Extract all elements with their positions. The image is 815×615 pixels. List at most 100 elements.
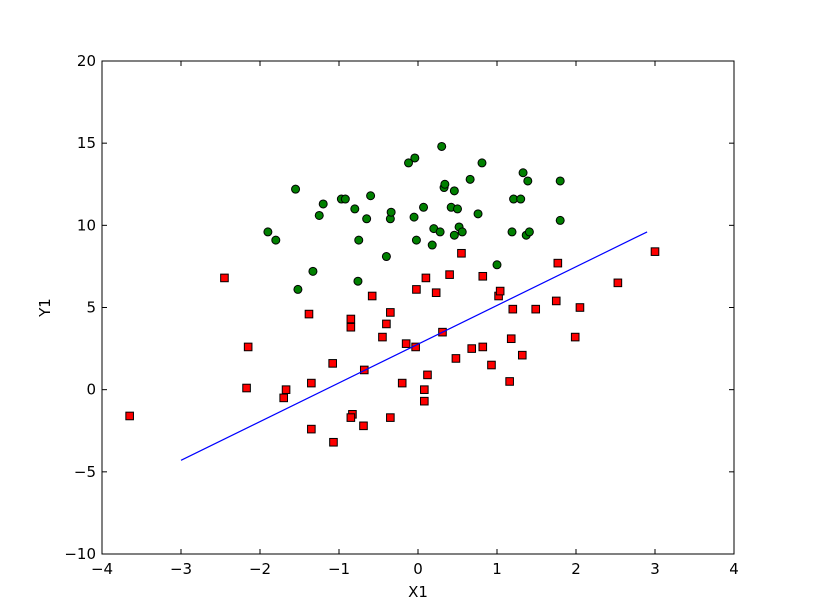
data-point-square (423, 370, 432, 380)
data-point-square (575, 303, 585, 312)
regression-line (180, 231, 648, 461)
y-tick-label: −10 (64, 545, 96, 563)
data-point-square (243, 342, 253, 352)
data-point-circle (419, 202, 429, 212)
data-point-circle (437, 141, 447, 151)
x-tick-label: 1 (492, 560, 502, 578)
data-point-circle (555, 176, 565, 186)
x-tick-label: −4 (91, 560, 113, 578)
data-point-square (495, 286, 505, 296)
data-point-circle (318, 199, 328, 209)
data-point-circle (440, 179, 450, 189)
data-point-circle (516, 194, 526, 204)
data-point-square (445, 270, 454, 279)
data-point-square (467, 344, 477, 353)
data-point-circle (477, 158, 487, 168)
data-point-circle (381, 252, 391, 262)
data-point-circle (350, 204, 360, 214)
data-point-circle (293, 284, 303, 294)
y-axis-title: Y1 (36, 298, 54, 318)
data-point-square (346, 413, 356, 422)
data-point-square (420, 385, 429, 394)
axis-labels: X1 Y1 (36, 298, 428, 601)
data-point-square (421, 273, 431, 283)
data-point-square (307, 378, 316, 388)
data-point-circle (263, 227, 273, 237)
data-point-square (508, 304, 518, 314)
data-point-square (451, 354, 461, 363)
data-point-circle (449, 186, 459, 196)
data-point-circle (555, 215, 565, 225)
data-point-square (281, 385, 291, 394)
data-point-square (346, 322, 356, 332)
data-point-circle (449, 230, 459, 240)
data-point-square (367, 291, 377, 301)
data-point-square (346, 314, 356, 324)
data-point-square (328, 359, 337, 368)
data-point-square (570, 332, 580, 342)
plot-frame (101, 60, 735, 555)
data-point-square (420, 396, 429, 406)
data-point-circle (340, 194, 350, 204)
data-point-circle (473, 209, 483, 219)
data-point-square (382, 319, 391, 329)
data-point-square (378, 332, 387, 342)
data-point-square (412, 285, 421, 294)
data-point-square (431, 288, 441, 298)
data-point-circle (507, 227, 517, 237)
data-point-square (613, 278, 623, 288)
data-point-circle (410, 153, 420, 163)
data-point-circle (271, 235, 281, 245)
data-point-circle (409, 212, 419, 222)
data-point-circle (435, 227, 445, 237)
data-point-square (457, 248, 466, 258)
data-point-square (220, 273, 229, 283)
data-point-square (506, 334, 516, 344)
data-point-circle (411, 235, 421, 245)
data-point-square (551, 296, 561, 306)
x-tick-label: 3 (650, 560, 660, 578)
data-point-circle (353, 276, 363, 286)
data-point-square (125, 411, 134, 421)
data-point-square (304, 309, 314, 319)
data-point-square (553, 258, 563, 268)
data-point-square (517, 350, 527, 360)
data-point-circle (457, 227, 467, 237)
y-tick-label: 5 (86, 299, 96, 317)
x-axis-title: X1 (408, 583, 428, 601)
x-tick-label: −3 (170, 560, 192, 578)
data-point-circle (518, 168, 528, 178)
data-point-circle (366, 191, 376, 201)
data-point-circle (314, 210, 324, 220)
data-point-square (531, 304, 541, 314)
data-point-square (329, 437, 338, 447)
x-tick-label: −1 (328, 560, 350, 578)
data-point-circle (354, 235, 364, 245)
x-tick-label: 0 (413, 560, 423, 578)
data-point-circle (404, 158, 414, 168)
data-point-square (397, 378, 407, 388)
data-point-circle (523, 176, 533, 186)
y-tick-label: 15 (77, 134, 96, 152)
data-point-square (478, 271, 488, 281)
data-point-square (359, 421, 368, 431)
data-point-square (650, 247, 660, 256)
data-point-circle (453, 204, 462, 214)
y-tick-label: 10 (77, 216, 96, 234)
data-point-circle (386, 207, 396, 217)
data-point-circle (465, 174, 475, 184)
y-tick-label: −5 (74, 463, 96, 481)
data-point-square (401, 339, 411, 348)
data-point-square (505, 377, 514, 386)
data-point-square (307, 424, 316, 434)
data-point-square (279, 393, 288, 403)
data-point-square (386, 308, 395, 317)
plot-area (125, 141, 660, 461)
data-point-circle (308, 266, 318, 276)
data-point-square (487, 360, 496, 370)
x-tick-label: 4 (729, 560, 739, 578)
data-point-square (478, 342, 488, 352)
